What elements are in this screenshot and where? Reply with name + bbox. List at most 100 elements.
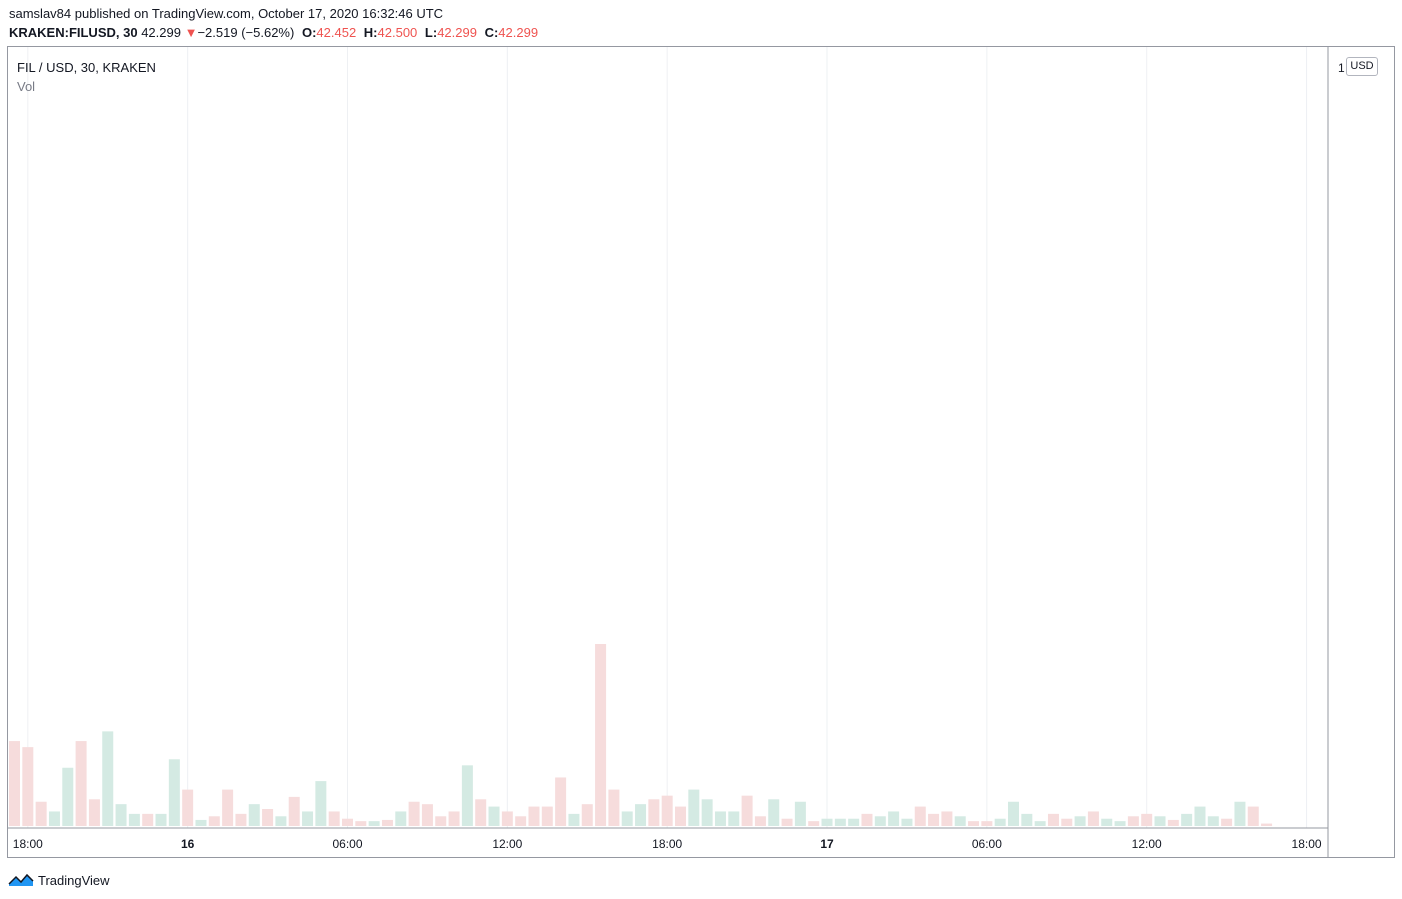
volume-bar: [1194, 806, 1206, 826]
volume-bar: [62, 767, 74, 826]
high-value: 42.500: [377, 25, 418, 40]
volume-bar: [941, 811, 953, 826]
volume-bar: [1221, 818, 1233, 826]
volume-bar: [675, 806, 686, 826]
volume-bar: [1261, 823, 1273, 826]
x-tick-label: 18:00: [13, 837, 43, 851]
symbol-quote-bar: KRAKEN:FILUSD, 30 42.299 ▼−2.519 (−5.62%…: [9, 25, 538, 40]
volume-bar: [781, 818, 793, 826]
volume-bar: [701, 799, 713, 826]
currency-button[interactable]: USD: [1346, 57, 1378, 76]
volume-bar: [368, 821, 380, 826]
volume-bar: [568, 813, 580, 826]
footer-brand[interactable]: TradingView: [8, 870, 110, 890]
volume-bar: [901, 818, 913, 826]
volume-bar: [475, 799, 487, 826]
x-tick-label: 16: [181, 837, 195, 851]
chart-legend-title: FIL / USD, 30, KRAKEN: [17, 60, 156, 75]
brand-text: TradingView: [38, 872, 110, 888]
volume-bar: [848, 818, 860, 826]
x-tick-label: 17: [820, 837, 834, 851]
x-tick-label: 12:00: [492, 837, 522, 851]
volume-bar: [142, 813, 154, 826]
volume-bar: [714, 811, 726, 826]
volume-bar: [288, 796, 300, 826]
volume-bar: [728, 811, 740, 826]
volume-bar: [168, 759, 180, 826]
volume-bar: [541, 806, 553, 826]
chart-frame: [7, 46, 1395, 858]
volume-bar: [262, 809, 274, 826]
low-value: 42.299: [437, 25, 477, 40]
last-price: 42.299: [141, 25, 181, 40]
volume-bar: [1234, 801, 1246, 826]
volume-bar: [635, 804, 647, 826]
publish-info: samslav84 published on TradingView.com, …: [9, 6, 444, 21]
volume-bar: [75, 741, 87, 826]
volume-bar: [874, 816, 886, 826]
volume-bar: [275, 816, 287, 826]
volume-bar: [328, 811, 340, 826]
volume-bar: [488, 806, 500, 826]
volume-bar: [1074, 816, 1086, 826]
volume-legend: Vol: [17, 79, 36, 94]
x-tick-label: 18:00: [1292, 837, 1322, 851]
volume-bar: [115, 804, 127, 826]
volume-bar: [1181, 813, 1193, 826]
volume-bar: [861, 813, 873, 826]
x-tick-label: 18:00: [652, 837, 682, 851]
volume-bar: [608, 789, 620, 826]
volume-bar: [222, 789, 234, 826]
volume-bar: [248, 804, 260, 826]
volume-bar: [621, 811, 633, 826]
open-label: O:: [301, 25, 317, 40]
chart-overlay: 100.00092.00087.00082.00078.00074.00070.…: [8, 47, 1345, 858]
volume-bar: [741, 795, 753, 826]
volume-bar: [9, 741, 20, 826]
volume-bar: [1167, 819, 1179, 826]
volume-bar: [808, 821, 820, 826]
volume-bar: [501, 811, 513, 826]
volume-bar: [1061, 818, 1073, 826]
volume-bar: [555, 777, 567, 826]
volume-bar: [461, 765, 473, 826]
down-arrow-icon: ▼: [184, 25, 198, 40]
volume-bar: [1127, 816, 1139, 826]
volume-bar: [35, 801, 47, 826]
volume-bar: [1021, 813, 1033, 826]
volume-bar: [88, 799, 100, 826]
volume-bar: [595, 644, 607, 826]
volume-bar: [1101, 818, 1113, 826]
volume-bar: [968, 821, 980, 826]
volume-bar: [994, 818, 1006, 826]
volume-bar: [381, 819, 393, 826]
volume-bar: [768, 799, 780, 826]
volume-bar: [435, 816, 447, 826]
close-value: 42.299: [498, 25, 539, 40]
volume-bar: [1034, 821, 1046, 826]
volume-bar: [794, 801, 806, 826]
volume-bar: [48, 811, 60, 826]
volume-bar: [754, 816, 766, 826]
volume-bar: [182, 789, 194, 826]
volume-bar: [342, 818, 353, 826]
volume-bar: [302, 811, 314, 826]
volume-bar: [195, 819, 207, 826]
volume-bar: [528, 806, 540, 826]
volume-bar: [834, 818, 846, 826]
volume-bar: [155, 813, 167, 826]
x-tick-label: 06:00: [332, 837, 362, 851]
volume-bar: [408, 801, 420, 826]
volume-bar: [22, 747, 34, 826]
volume-bar: [355, 821, 367, 826]
x-tick-label: 06:00: [972, 837, 1002, 851]
volume-bar: [661, 795, 673, 826]
volume-bar: [1207, 816, 1219, 826]
volume-bar: [914, 806, 926, 826]
volume-bar: [648, 799, 660, 826]
symbol-label: KRAKEN:FILUSD, 30: [9, 25, 138, 40]
open-value: 42.452: [316, 25, 357, 40]
volume-bar: [315, 781, 327, 826]
close-label: C:: [484, 25, 499, 40]
